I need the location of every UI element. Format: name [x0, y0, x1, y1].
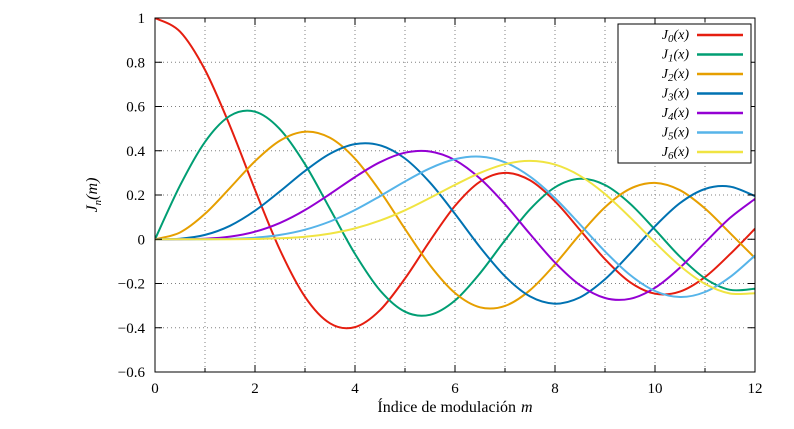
curve-J3 — [155, 142, 755, 305]
y-tick-label-−0.2: −0.2 — [118, 277, 145, 293]
x-tick-label-10: 10 — [648, 381, 663, 397]
y-tick-label-1: 1 — [138, 11, 146, 27]
grid-lines — [155, 18, 755, 372]
x-tick-label-6: 6 — [451, 381, 459, 397]
y-axis-title-suffix: (m) — [84, 178, 101, 200]
x-tick-label-12: 12 — [748, 381, 763, 397]
y-tick-label-0.8: 0.8 — [126, 55, 145, 71]
curve-J0 — [155, 18, 755, 330]
curve-J5 — [155, 155, 755, 299]
y-axis-title-base: J — [84, 204, 101, 212]
legend-label-J3: J3(x) — [662, 87, 690, 104]
x-tick-label-8: 8 — [551, 381, 559, 397]
tick-labels: 0 2 4 6 8 10 12 −0.6 −0.4 −0.2 0 0.2 0.4 0.6 0.8 1 — [118, 11, 763, 397]
curve-J4 — [155, 149, 755, 301]
x-tick-label-2: 2 — [251, 381, 259, 397]
x-tick-label-0: 0 — [151, 381, 159, 397]
legend-label-J5: J5(x) — [662, 126, 690, 143]
y-tick-label-0: 0 — [138, 232, 146, 248]
y-tick-label-−0.4: −0.4 — [118, 321, 146, 337]
curve-J2 — [155, 130, 755, 310]
legend-label-J6: J6(x) — [662, 145, 690, 162]
y-axis-title: Jn(m) — [84, 178, 104, 213]
y-axis-title-subscript: n — [92, 199, 104, 205]
data-curves — [155, 18, 755, 330]
legend-label-J1: J1(x) — [662, 48, 690, 65]
curve-J6 — [155, 159, 755, 296]
legend-label-J2: J2(x) — [662, 67, 690, 84]
y-tick-label-0.4: 0.4 — [126, 144, 145, 160]
legend: J0(x) J1(x) J2(x) J3(x) J4(x) J5(x) J6(x) — [617, 23, 752, 164]
x-axis-title-math: m — [521, 399, 533, 416]
x-tick-label-4: 4 — [351, 381, 359, 397]
y-tick-label-0.6: 0.6 — [126, 100, 145, 116]
axis-titles: Índice de modulación m Jn(m) — [84, 178, 533, 416]
curve-J1 — [155, 109, 755, 317]
legend-label-J4: J4(x) — [662, 106, 690, 123]
x-axis-title: Índice de modulación m — [377, 397, 532, 416]
y-tick-label-0.2: 0.2 — [126, 188, 145, 204]
axis-ticks — [154, 17, 756, 373]
legend-label-J0: J0(x) — [662, 28, 690, 45]
y-tick-label-−0.6: −0.6 — [118, 365, 146, 381]
x-axis-title-text: Índice de modulación — [377, 397, 516, 416]
